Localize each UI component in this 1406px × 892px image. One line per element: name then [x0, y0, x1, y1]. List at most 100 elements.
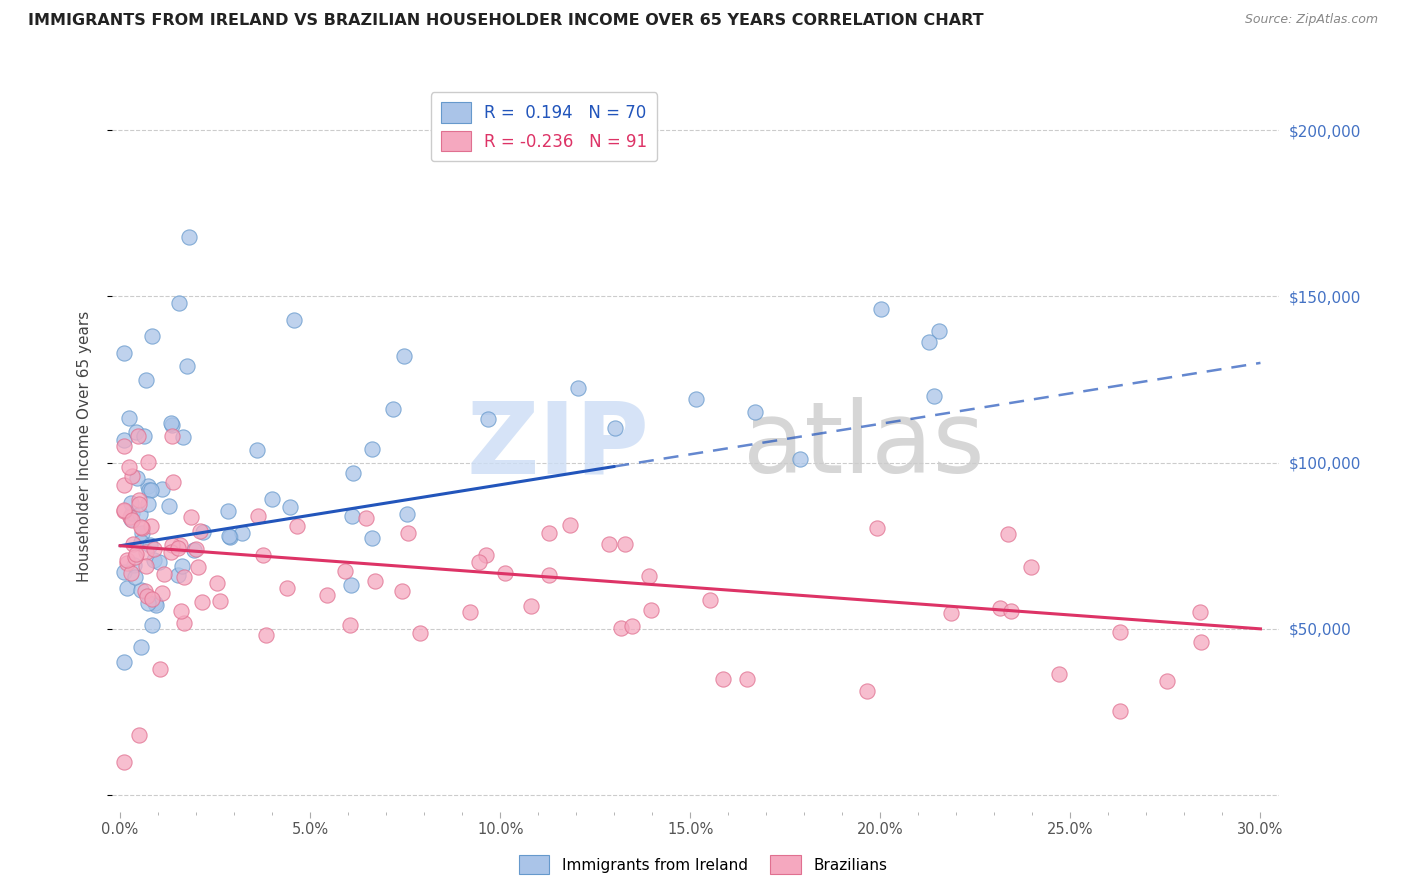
Point: [150, 586, 173, 600]
Point: [124, 570, 146, 584]
Point: [129, 583, 152, 598]
Point: [173, 570, 195, 584]
Point: [169, 538, 191, 552]
Point: [127, 471, 149, 485]
Point: [598, 537, 620, 551]
Point: [1189, 635, 1212, 649]
Point: [395, 508, 418, 522]
Point: [121, 566, 143, 580]
Point: [188, 524, 211, 538]
Point: [638, 569, 661, 583]
Point: [246, 443, 269, 458]
Point: [685, 392, 707, 406]
Point: [621, 619, 644, 633]
Point: [381, 401, 404, 416]
Point: [136, 455, 159, 469]
Point: [186, 542, 208, 557]
Point: [143, 596, 166, 610]
Text: IMMIGRANTS FROM IRELAND VS BRAZILIAN HOUSEHOLDER INCOME OVER 65 YEARS CORRELATIO: IMMIGRANTS FROM IRELAND VS BRAZILIAN HOU…: [28, 13, 984, 29]
Point: [141, 591, 163, 606]
Point: [135, 559, 157, 574]
Point: [179, 229, 201, 244]
Point: [134, 429, 156, 443]
Point: [283, 312, 305, 326]
Point: [254, 628, 277, 642]
Point: [112, 655, 135, 669]
Point: [112, 439, 135, 453]
Point: [167, 296, 190, 310]
Point: [567, 381, 589, 395]
Point: [129, 519, 152, 533]
Point: [125, 547, 148, 561]
Point: [152, 566, 174, 581]
Point: [190, 594, 212, 608]
Point: [139, 483, 162, 497]
Point: [613, 537, 636, 551]
Point: [789, 452, 811, 467]
Point: [131, 521, 153, 535]
Point: [396, 526, 419, 541]
Point: [183, 543, 205, 558]
Point: [170, 604, 193, 618]
Point: [128, 497, 150, 511]
Point: [160, 428, 183, 442]
Point: [468, 555, 491, 569]
Point: [120, 496, 142, 510]
Point: [139, 518, 162, 533]
Point: [118, 460, 141, 475]
Point: [640, 602, 662, 616]
Point: [127, 429, 149, 443]
Point: [218, 530, 240, 544]
Point: [340, 578, 363, 592]
Point: [231, 526, 253, 541]
Point: [538, 568, 561, 582]
Point: [162, 475, 184, 489]
Point: [870, 301, 893, 316]
Point: [112, 503, 135, 517]
Point: [120, 512, 142, 526]
Point: [141, 329, 163, 343]
Point: [217, 503, 239, 517]
Point: [124, 425, 146, 440]
Point: [180, 509, 202, 524]
Point: [360, 442, 382, 457]
Point: [538, 525, 561, 540]
Point: [342, 466, 364, 480]
Point: [118, 509, 141, 524]
Point: [475, 548, 498, 562]
Point: [135, 372, 157, 386]
Point: [129, 507, 152, 521]
Point: [159, 416, 181, 430]
Point: [988, 600, 1011, 615]
Point: [520, 599, 543, 614]
Text: ZIP: ZIP: [467, 398, 650, 494]
Point: [134, 583, 156, 598]
Point: [207, 575, 229, 590]
Point: [170, 558, 193, 573]
Point: [333, 565, 356, 579]
Point: [136, 589, 159, 603]
Point: [744, 405, 766, 419]
Point: [924, 389, 946, 403]
Point: [941, 606, 963, 620]
Point: [148, 555, 170, 569]
Point: [117, 557, 139, 571]
Point: [997, 527, 1019, 541]
Point: [112, 346, 135, 360]
Point: [160, 545, 183, 559]
Point: [143, 541, 166, 556]
Point: [136, 596, 159, 610]
Point: [131, 526, 153, 541]
Point: [142, 553, 165, 567]
Point: [121, 506, 143, 520]
Point: [150, 482, 173, 496]
Point: [176, 359, 198, 373]
Point: [118, 411, 141, 425]
Point: [699, 592, 721, 607]
Point: [735, 672, 758, 686]
Point: [112, 755, 135, 769]
Point: [136, 479, 159, 493]
Point: [131, 535, 153, 549]
Point: [918, 335, 941, 350]
Point: [394, 349, 416, 363]
